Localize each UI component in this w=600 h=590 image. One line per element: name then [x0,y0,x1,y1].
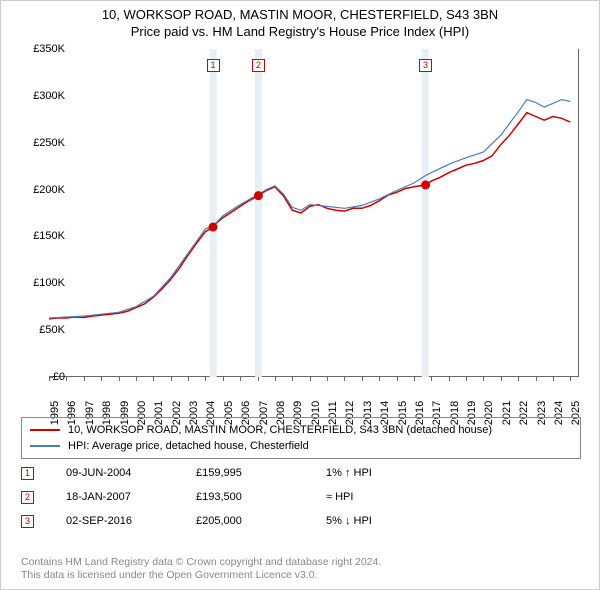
sales-row: 3 02-SEP-2016£205,0005% ↓ HPI [21,509,581,533]
sales-date: 18-JAN-2007 [66,491,196,503]
legend-label-property: 10, WORKSOP ROAD, MASTIN MOOR, CHESTERFI… [68,424,492,436]
series-hpi [49,100,570,318]
sales-price: £205,000 [196,515,326,527]
title-block: 10, WORKSOP ROAD, MASTIN MOOR, CHESTERFI… [1,1,599,41]
chart-container: 10, WORKSOP ROAD, MASTIN MOOR, CHESTERFI… [0,0,600,590]
sale-marker-2: 2 [252,59,265,72]
legend-swatch-hpi [30,445,60,447]
sales-marker-icon: 1 [21,467,34,480]
footer-line2: This data is licensed under the Open Gov… [21,569,381,583]
sales-price: £193,500 [196,491,326,503]
title-address: 10, WORKSOP ROAD, MASTIN MOOR, CHESTERFI… [1,7,599,24]
sales-marker-icon: 2 [21,491,34,504]
legend-label-hpi: HPI: Average price, detached house, Ches… [68,440,309,452]
title-subtitle: Price paid vs. HM Land Registry's House … [1,24,599,41]
sales-row: 1 09-JUN-2004£159,9951% ↑ HPI [21,461,581,485]
legend-row-hpi: HPI: Average price, detached house, Ches… [30,438,572,454]
legend-box: 10, WORKSOP ROAD, MASTIN MOOR, CHESTERFI… [21,417,581,459]
sales-date: 02-SEP-2016 [66,515,196,527]
sales-delta: ≈ HPI [326,491,446,503]
sales-price: £159,995 [196,467,326,479]
sales-delta: 1% ↑ HPI [326,467,446,479]
footer-attribution: Contains HM Land Registry data © Crown c… [21,556,381,583]
sales-marker-icon: 3 [21,515,34,528]
sales-row: 2 18-JAN-2007£193,500≈ HPI [21,485,581,509]
sale-dot-1 [209,223,218,232]
legend-row-property: 10, WORKSOP ROAD, MASTIN MOOR, CHESTERFI… [30,422,572,438]
sales-delta: 5% ↓ HPI [326,515,446,527]
sale-marker-1: 1 [207,59,220,72]
legend-swatch-property [30,429,60,431]
footer-line1: Contains HM Land Registry data © Crown c… [21,556,381,570]
sale-marker-3: 3 [419,59,432,72]
y-tick-label: £0 [53,371,65,383]
sale-dot-3 [421,180,430,189]
sale-dot-2 [254,191,263,200]
chart-plot-area [49,49,579,377]
sales-table: 1 09-JUN-2004£159,9951% ↑ HPI 2 18-JAN-2007… [21,461,581,533]
chart-svg [49,49,579,377]
sales-date: 09-JUN-2004 [66,467,196,479]
